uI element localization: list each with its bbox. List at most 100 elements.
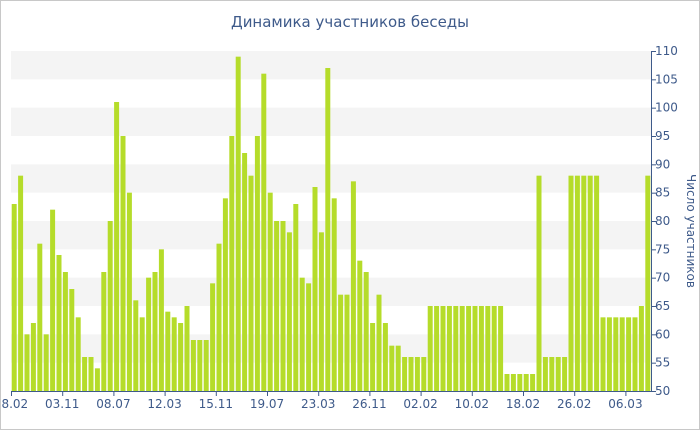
bar xyxy=(229,136,235,391)
y-tick-label: 60 xyxy=(655,327,670,341)
bar xyxy=(613,317,619,391)
y-tick-label: 55 xyxy=(655,356,670,370)
bar xyxy=(491,306,497,391)
grid-band xyxy=(11,221,651,250)
grid-band xyxy=(11,164,651,193)
x-tick-labels: 28.02 03.11 08.07 12.03 15.11 19.07 23.03 26.11… xyxy=(1,391,643,411)
bar xyxy=(18,175,24,391)
bar xyxy=(254,136,260,391)
x-tick-label: 12.03 xyxy=(147,397,181,411)
bar xyxy=(395,345,401,391)
bar xyxy=(171,317,177,391)
bar xyxy=(261,73,267,392)
bar xyxy=(357,260,363,391)
bar xyxy=(152,272,158,391)
bar xyxy=(24,334,30,391)
bar xyxy=(530,374,536,391)
y-tick-label: 100 xyxy=(655,101,678,115)
x-tick-label: 10.02 xyxy=(455,397,489,411)
bar xyxy=(126,192,132,391)
bar xyxy=(235,56,241,392)
bar xyxy=(350,181,356,391)
bar xyxy=(389,345,395,391)
grid-band xyxy=(11,277,651,306)
bar xyxy=(363,272,369,391)
bar xyxy=(606,317,612,391)
bar xyxy=(408,357,414,391)
bar xyxy=(414,357,420,391)
bar xyxy=(101,272,107,391)
bar xyxy=(562,357,568,391)
bar xyxy=(286,232,292,391)
bar xyxy=(146,277,152,391)
bar xyxy=(645,175,651,391)
bar xyxy=(421,357,427,391)
y-tick-label: 50 xyxy=(655,384,670,398)
bar xyxy=(600,317,606,391)
x-tick-label: 18.02 xyxy=(506,397,540,411)
bar xyxy=(581,175,587,391)
y-tick-label: 75 xyxy=(655,242,670,256)
bar xyxy=(222,198,228,391)
bar xyxy=(331,198,337,391)
bar xyxy=(549,357,555,391)
x-tick-label: 26.11 xyxy=(352,397,386,411)
bar xyxy=(293,204,299,391)
x-tick-label: 15.11 xyxy=(199,397,233,411)
bar xyxy=(338,294,344,391)
bar xyxy=(139,317,145,391)
x-tick-label: 06.03 xyxy=(608,397,642,411)
bar xyxy=(517,374,523,391)
y-tick-label: 90 xyxy=(655,157,670,171)
grid-band xyxy=(11,107,651,136)
bar xyxy=(453,306,459,391)
x-tick-label: 19.07 xyxy=(250,397,284,411)
bar xyxy=(178,323,184,391)
bar xyxy=(165,311,171,391)
bar xyxy=(632,317,638,391)
bar xyxy=(75,317,81,391)
bar xyxy=(402,357,408,391)
bar xyxy=(568,175,574,391)
y-tick-label: 80 xyxy=(655,214,670,228)
bar xyxy=(382,323,388,391)
bar xyxy=(37,243,43,391)
y-tick-label: 105 xyxy=(655,72,678,86)
bars xyxy=(11,56,651,392)
bar xyxy=(69,289,75,391)
grid-band xyxy=(11,334,651,363)
bar xyxy=(344,294,350,391)
bar xyxy=(88,357,94,391)
bar xyxy=(459,306,465,391)
bar xyxy=(114,102,120,391)
bar xyxy=(594,175,600,391)
bar xyxy=(318,232,324,391)
bar xyxy=(94,368,100,391)
bar xyxy=(82,357,88,391)
bar xyxy=(440,306,446,391)
bar xyxy=(504,374,510,391)
bar xyxy=(574,175,580,391)
bar xyxy=(43,334,49,391)
bar xyxy=(446,306,452,391)
x-tick-label: 23.03 xyxy=(301,397,335,411)
bar xyxy=(523,374,529,391)
bar xyxy=(120,136,126,391)
bar xyxy=(638,306,644,391)
bar xyxy=(370,323,376,391)
bar xyxy=(299,277,305,391)
bar xyxy=(190,340,196,391)
bar xyxy=(11,204,17,391)
y-tick-label: 95 xyxy=(655,129,670,143)
bar xyxy=(62,272,68,391)
y-tick-label: 110 xyxy=(655,44,678,58)
bar xyxy=(242,153,248,391)
bar xyxy=(619,317,625,391)
grid-bands xyxy=(11,51,651,363)
x-tick-label: 02.02 xyxy=(403,397,437,411)
bar xyxy=(267,192,273,391)
bar xyxy=(376,294,382,391)
bar xyxy=(210,283,216,391)
